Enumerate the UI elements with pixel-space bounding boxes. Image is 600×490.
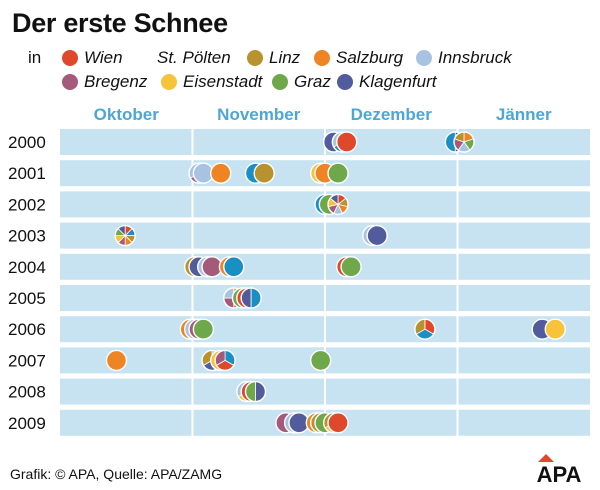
legend-swatch-innsbruck — [416, 50, 432, 66]
legend-label-linz: Linz — [269, 48, 301, 67]
year-label-2003: 2003 — [8, 227, 46, 246]
snow-point-2006-wien-st-poelten-linz-outline — [414, 318, 436, 340]
legend-swatch-st-poelten — [135, 50, 151, 66]
legend-item-wien: Wien — [62, 48, 123, 68]
legend-swatch-graz — [272, 74, 288, 90]
source-footer: Grafik: © APA, Quelle: APA/ZAMG — [10, 466, 223, 482]
snow-point-2001-salzburg — [210, 162, 232, 184]
logo-roof-shape — [538, 454, 554, 462]
snow-point-2003-wien-st-poelten-linz-salzburg-bregenz-eisenstadt-graz-klagenfurt-outline — [114, 224, 136, 247]
snow-point-2007-graz — [309, 349, 332, 372]
legend-swatch-wien — [62, 50, 78, 66]
month-label-oktober: Oktober — [94, 105, 160, 124]
year-label-2001: 2001 — [8, 164, 46, 183]
snow-point-2001-linz — [253, 162, 275, 184]
legend-item-st-poelten: St. Pölten — [135, 48, 231, 68]
legend-label-bregenz: Bregenz — [84, 72, 148, 91]
snow-point-2000-salzburg-graz-innsbruck-bregenz-linz-outline — [453, 131, 475, 153]
legend-swatch-salzburg — [314, 50, 330, 66]
year-label-2002: 2002 — [8, 195, 46, 214]
legend-swatch-eisenstadt — [161, 74, 177, 90]
snow-point-2002-wien-linz-salzburg-innsbruck-bregenz-eisenstadt-klagenfurt-outline — [327, 193, 349, 216]
year-label-2005: 2005 — [8, 289, 46, 308]
month-label-jaenner: Jänner — [496, 105, 552, 124]
legend-item-eisenstadt: Eisenstadt — [161, 72, 262, 92]
legend-label-st-poelten: St. Pölten — [157, 48, 231, 67]
legend-label-innsbruck: Innsbruck — [438, 48, 512, 67]
snow-point-2001-graz — [327, 162, 349, 184]
month-label-november: November — [217, 105, 301, 124]
snow-point-2004-st-poelten — [223, 256, 245, 278]
snow-point-2000-wien — [336, 131, 358, 153]
year-label-2008: 2008 — [8, 383, 46, 402]
chart-title: Der erste Schnee — [12, 8, 228, 38]
year-label-2004: 2004 — [8, 258, 46, 277]
legend-prefix: in — [28, 48, 42, 67]
legend-label-graz: Graz — [294, 72, 331, 91]
snow-point-2007-salzburg — [105, 349, 128, 372]
snow-point-2006-graz — [192, 318, 215, 340]
year-label-2009: 2009 — [8, 414, 46, 433]
legend: in Wien St. Pölten Linz Salzburg Innsbru… — [0, 45, 600, 95]
snow-point-2008-graz-klagenfurt-outline — [244, 380, 267, 403]
legend-label-klagenfurt: Klagenfurt — [359, 72, 437, 91]
legend-label-wien: Wien — [84, 48, 123, 67]
logo-text: APA — [537, 462, 582, 484]
legend-item-innsbruck: Innsbruck — [416, 48, 512, 68]
year-label-2007: 2007 — [8, 351, 46, 370]
legend-item-salzburg: Salzburg — [314, 48, 403, 68]
snow-point-2009-wien — [327, 412, 349, 434]
legend-label-salzburg: Salzburg — [336, 48, 404, 67]
legend-item-klagenfurt: Klagenfurt — [337, 72, 437, 92]
legend-label-eisenstadt: Eisenstadt — [183, 72, 263, 91]
month-label-dezember: Dezember — [351, 105, 433, 124]
legend-swatch-klagenfurt — [337, 74, 353, 90]
year-label-2006: 2006 — [8, 320, 46, 339]
legend-item-bregenz: Bregenz — [62, 72, 147, 92]
snow-point-2007-st-poelten-wien-bregenz-outline — [214, 349, 236, 372]
legend-swatch-bregenz — [62, 74, 78, 90]
snow-point-2006-eisenstadt — [544, 318, 566, 340]
legend-swatch-linz — [247, 50, 263, 66]
year-label-2000: 2000 — [8, 133, 46, 152]
apa-logo: APA — [537, 454, 582, 484]
snow-point-2004-graz — [340, 256, 362, 278]
legend-item-graz: Graz — [272, 72, 331, 92]
snow-chart: Oktober November Dezember Jänner 2000 2001 200… — [8, 105, 590, 438]
snow-point-2005-klagenfurt-st-poelten-outline — [240, 287, 262, 309]
snow-point-2003-klagenfurt — [366, 224, 388, 247]
legend-item-linz: Linz — [247, 48, 300, 68]
